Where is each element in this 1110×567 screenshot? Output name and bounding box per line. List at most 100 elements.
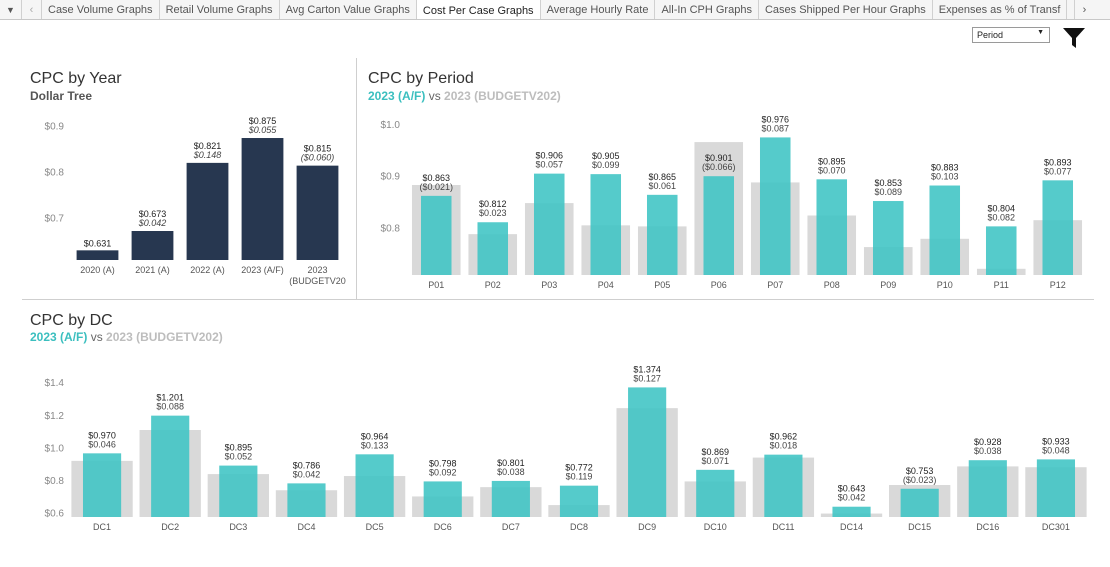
cpc-by-year-chart: $0.7 $0.8 $0.9 $0.631 2020 (A) $0.673$0.042 20… [45,116,346,286]
y-tick-label: $0.9 [45,122,65,133]
change-label: $0.082 [987,212,1015,222]
year-chart-subtitle: Dollar Tree [30,89,93,103]
year-bar [296,165,339,260]
value-label: $0.798 [429,458,457,468]
value-label: $0.643 [838,484,866,494]
change-label: $0.042 [293,469,321,479]
change-label: $0.077 [1044,166,1072,176]
x-category-label: P09 [880,280,896,290]
x-category-label: DC10 [704,522,727,532]
actual-bar [287,483,326,517]
actual-bar [1036,459,1076,517]
actual-bar [491,480,530,517]
actual-bar [477,222,509,275]
tab-cost-per-case-graphs[interactable]: Cost Per Case Graphs [416,0,541,19]
x-category-label: 2022 (A) [190,265,225,275]
change-label: $0.023 [479,208,507,218]
tab-retail-volume-graphs[interactable]: Retail Volume Graphs [160,0,280,19]
y-tick-label: $1.2 [45,411,65,422]
x-category-label: DC7 [502,522,520,532]
y-tick-label: $1.0 [45,443,65,454]
x-category-label: P06 [711,280,727,290]
value-label: $0.821 [194,141,222,151]
value-label: $0.883 [931,163,959,173]
change-label: ($0.023) [903,475,937,485]
x-category-label: DC5 [366,522,384,532]
actual-bar [1042,180,1074,275]
tab-menu-dropdown-icon[interactable]: ▼ [0,0,22,19]
y-tick-label: $0.6 [45,509,65,520]
tab-all-in-cph-graphs[interactable]: All-In CPH Graphs [655,0,759,19]
actual-bar [968,460,1007,517]
x-category-label: 2023 [307,265,327,275]
value-label: $0.964 [361,431,389,441]
change-label: $0.061 [648,181,676,191]
panel-divider-vertical [356,58,357,299]
change-label: $0.038 [974,446,1002,456]
actual-bar [832,506,871,517]
actual-bar [985,226,1017,275]
tab-cases-shipped-per-hour-graphs[interactable]: Cases Shipped Per Hour Graphs [759,0,933,19]
value-label: $0.906 [535,151,563,161]
value-label: $0.901 [705,153,733,163]
tab-case-volume-graphs[interactable]: Case Volume Graphs [42,0,160,19]
change-label: $0.042 [138,218,167,228]
change-label: $0.119 [566,472,593,482]
change-label: $0.071 [702,456,730,466]
tab-avg-carton-value-graphs[interactable]: Avg Carton Value Graphs [280,0,417,19]
x-category-label: P10 [937,280,953,290]
change-label: $0.018 [770,441,798,451]
y-tick-label: $1.0 [381,120,401,131]
tab-scroll-left-icon[interactable]: ‹ [22,0,42,19]
x-category-label: DC14 [840,522,863,532]
x-category-label: DC2 [161,522,179,532]
change-label: $0.038 [497,467,525,477]
actual-bar [151,415,190,517]
actual-bar [759,137,791,275]
value-label: $0.804 [987,203,1015,213]
actual-bar [559,485,599,517]
year-bar [186,162,229,260]
value-label: $0.815 [304,144,332,154]
period-legend-budget: 2023 (BUDGETV202) [444,89,561,103]
actual-bar [646,194,678,275]
actual-bar [900,488,939,517]
year-bar [131,231,174,260]
x-category-label: DC16 [976,522,999,532]
filter-funnel-icon[interactable] [1062,27,1086,49]
value-label: $0.869 [702,447,730,457]
value-label: $0.928 [974,437,1002,447]
period-legend-vs: vs [428,89,441,103]
change-label: $0.103 [931,172,959,182]
value-label: $0.905 [592,151,620,161]
y-tick-label: $0.8 [45,476,65,487]
value-label: $1.374 [633,364,661,374]
value-label: $0.895 [818,156,846,166]
period-filter-value: Period [977,30,1004,40]
value-label: $0.875 [249,116,277,126]
tab-scroll-right-icon[interactable]: › [1074,0,1094,19]
actual-bar [929,185,961,275]
change-label: $0.092 [429,467,457,477]
value-label: $0.673 [139,209,167,219]
x-category-label: P05 [654,280,670,290]
dc-legend-vs: vs [90,330,103,344]
actual-bar [628,387,667,517]
actual-bar [590,174,622,275]
y-tick-label: $0.9 [381,172,401,183]
tab-expenses-pct-transfers[interactable]: Expenses as % of Transf [933,0,1068,19]
change-label: $0.057 [535,160,563,170]
x-category-label: 2023 (A/F) [241,265,284,275]
value-label: $0.753 [906,466,934,476]
change-label: $0.048 [1042,445,1070,455]
x-category-label: DC15 [908,522,931,532]
tab-average-hourly-rate[interactable]: Average Hourly Rate [541,0,656,19]
cpc-by-period-chart: $0.8 $0.9 $1.0 $0.863($0.021) P01 $0.812$0.02… [381,114,1083,290]
period-filter-select[interactable]: Period ▼ [972,27,1050,43]
period-legend-actual: 2023 (A/F) [368,89,426,103]
y-tick-label: $0.8 [381,223,401,234]
value-label: $0.801 [497,458,525,468]
change-label: $0.127 [633,373,661,383]
value-label: $0.976 [761,114,789,124]
